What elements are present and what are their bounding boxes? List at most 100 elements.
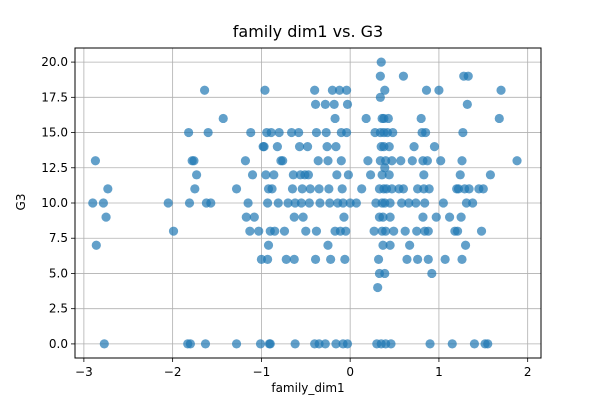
data-point xyxy=(423,254,433,264)
y-tick-label: 20.0 xyxy=(41,55,68,69)
data-point xyxy=(458,127,468,138)
data-point xyxy=(321,127,331,138)
data-point xyxy=(241,212,251,222)
data-point xyxy=(483,339,493,349)
data-point xyxy=(324,184,334,194)
data-point xyxy=(185,339,195,349)
data-point xyxy=(375,71,385,81)
data-point xyxy=(462,99,472,109)
y-tick-label: 0.0 xyxy=(49,337,68,351)
data-point xyxy=(412,226,422,236)
data-point xyxy=(385,240,395,250)
data-point xyxy=(267,184,277,194)
x-tick-label: 2 xyxy=(524,365,532,379)
data-point xyxy=(290,339,300,349)
data-point xyxy=(231,184,242,194)
data-point xyxy=(313,156,323,166)
data-point xyxy=(387,184,397,194)
data-point xyxy=(398,184,409,194)
data-point xyxy=(322,142,332,152)
data-point xyxy=(323,240,333,250)
ticks-layer: −3 −2 −1 0 1 20.02.55.07.510.012.515.017.520.… xyxy=(41,55,531,379)
data-point xyxy=(342,339,353,349)
data-point xyxy=(99,339,109,349)
data-point xyxy=(363,156,373,166)
data-point xyxy=(288,170,298,180)
data-point xyxy=(334,85,345,95)
data-point xyxy=(342,99,353,109)
data-point xyxy=(327,85,338,95)
data-point xyxy=(302,142,313,152)
data-point xyxy=(320,339,330,349)
data-point xyxy=(310,254,321,264)
data-point xyxy=(265,339,275,349)
data-point xyxy=(381,226,391,236)
data-point xyxy=(286,127,297,138)
data-point xyxy=(266,127,276,138)
y-axis-label: G3 xyxy=(14,193,28,211)
data-point xyxy=(380,85,390,95)
data-point xyxy=(338,198,348,208)
data-point xyxy=(246,127,256,138)
data-point xyxy=(447,339,457,349)
data-point xyxy=(184,127,194,138)
data-point xyxy=(289,254,299,264)
data-point xyxy=(409,142,419,152)
data-point xyxy=(378,212,388,222)
data-point xyxy=(254,226,264,236)
data-point xyxy=(416,113,426,124)
data-point xyxy=(387,156,397,166)
x-axis-label: family_dim1 xyxy=(271,381,345,395)
x-tick-label: 1 xyxy=(435,365,443,379)
data-point xyxy=(336,156,346,166)
data-point xyxy=(184,198,195,208)
y-tick-label: 12.5 xyxy=(41,161,68,175)
data-point xyxy=(305,184,315,194)
data-point xyxy=(294,142,305,152)
data-point xyxy=(405,240,415,250)
data-point xyxy=(320,99,330,109)
data-point xyxy=(427,268,437,279)
data-point xyxy=(422,156,432,166)
data-point xyxy=(425,339,435,349)
data-point xyxy=(90,156,101,166)
data-point xyxy=(420,198,430,208)
data-point xyxy=(231,339,242,349)
data-point xyxy=(260,85,270,95)
y-tick-label: 5.0 xyxy=(49,266,68,280)
data-point xyxy=(200,339,211,349)
data-point xyxy=(389,226,399,236)
data-point xyxy=(283,198,293,208)
data-point xyxy=(272,142,282,152)
data-point xyxy=(463,71,473,81)
data-point xyxy=(464,184,474,194)
data-point xyxy=(478,184,488,194)
data-point xyxy=(304,198,314,208)
data-point xyxy=(383,113,393,124)
data-point xyxy=(423,226,433,236)
data-point xyxy=(273,198,283,208)
data-point xyxy=(365,170,376,180)
data-point xyxy=(190,184,200,194)
data-point xyxy=(261,170,271,180)
data-point xyxy=(340,254,350,264)
data-point xyxy=(330,113,340,124)
data-point xyxy=(413,254,423,264)
data-point xyxy=(189,156,199,166)
points-layer xyxy=(88,57,522,349)
x-tick-label: −3 xyxy=(75,365,93,379)
data-point xyxy=(296,198,306,208)
data-point xyxy=(385,198,395,208)
data-point xyxy=(315,198,325,208)
data-point xyxy=(418,212,428,222)
data-point xyxy=(326,254,336,264)
data-point xyxy=(263,198,273,208)
data-point xyxy=(274,127,284,138)
data-point xyxy=(168,226,179,236)
data-point xyxy=(343,170,353,180)
data-point xyxy=(255,339,266,349)
data-point xyxy=(388,127,398,138)
y-tick-label: 15.0 xyxy=(41,126,68,140)
data-point xyxy=(297,184,307,194)
data-point xyxy=(218,113,228,124)
